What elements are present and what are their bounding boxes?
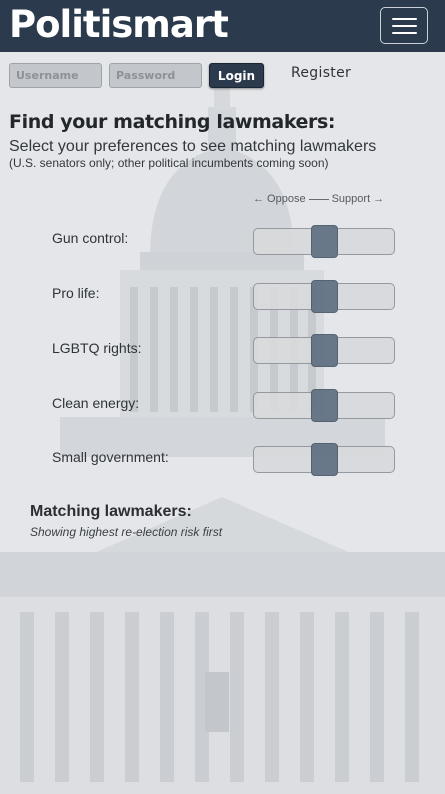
preference-label-clean-energy: Clean energy: [52, 395, 140, 411]
slider-thumb[interactable] [311, 334, 338, 367]
results-title: Matching lawmakers: [30, 503, 192, 520]
scale-divider [308, 198, 329, 200]
preference-label-small-government: Small government: [52, 449, 169, 465]
scope-note: (U.S. senators only; other political inc… [9, 156, 329, 170]
password-input[interactable] [109, 63, 202, 88]
slider-thumb[interactable] [311, 225, 338, 258]
slider-thumb[interactable] [311, 389, 338, 422]
brand-logo[interactable]: Politismart [9, 3, 229, 46]
login-button[interactable]: Login [209, 63, 264, 88]
scale-legend: ← Oppose Support → [253, 193, 395, 205]
username-input[interactable] [9, 63, 102, 88]
slider-thumb[interactable] [311, 280, 338, 313]
hamburger-menu-icon [392, 25, 417, 27]
page-title: Find your matching lawmakers: [9, 111, 336, 133]
navbar: Politismart [0, 0, 445, 52]
page-subtitle: Select your preferences to see matching … [9, 138, 377, 155]
preference-label-gun-control: Gun control: [52, 230, 129, 246]
preference-slider-pro-life[interactable] [253, 280, 395, 313]
register-link[interactable]: Register [291, 65, 352, 81]
main-content: Login Register Find your matching lawmak… [0, 52, 445, 794]
hamburger-menu-button[interactable] [380, 7, 428, 44]
preference-label-pro-life: Pro life: [52, 285, 100, 301]
preference-slider-lgbtq-rights[interactable] [253, 334, 395, 367]
support-label: Support → [331, 193, 385, 205]
preference-slider-clean-energy[interactable] [253, 389, 395, 422]
hamburger-menu-icon [392, 32, 417, 34]
results-sort-note: Showing highest re-election risk first [30, 525, 223, 539]
oppose-label: ← Oppose [253, 193, 306, 205]
preference-slider-small-government[interactable] [253, 443, 395, 476]
slider-thumb[interactable] [311, 443, 338, 476]
hamburger-menu-icon [392, 18, 417, 20]
preference-label-lgbtq-rights: LGBTQ rights: [52, 340, 142, 356]
preference-slider-gun-control[interactable] [253, 225, 395, 258]
